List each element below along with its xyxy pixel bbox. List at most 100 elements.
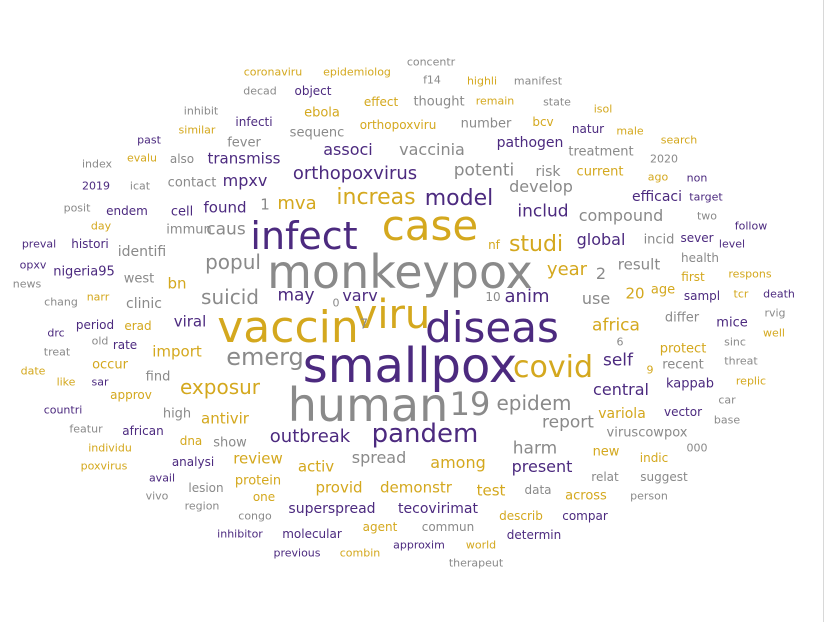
word-diseas: diseas [425,303,559,352]
word-caus: caus [206,219,246,240]
word-approv: approv [110,388,152,402]
word-lesion: lesion [188,481,224,495]
word-kappab: kappab [666,376,714,392]
word-studi: studi [508,232,564,257]
word-nf: nf [488,238,500,252]
word-2020: 2020 [650,152,678,166]
word-viruscowpox: viruscowpox [606,425,688,441]
word-sampl: sampl [683,289,721,303]
word-high: high [162,406,192,422]
word-ebola: ebola [304,105,340,121]
word-past: past [137,133,161,147]
word-data: data [524,483,552,497]
word-like: like [56,375,76,389]
word-west: west [123,271,155,287]
word-individu: individu [88,441,132,455]
word-non: non [686,171,708,185]
word-thought: thought [413,94,465,110]
word-news: news [12,277,42,291]
word-10: 10 [485,290,501,304]
word-africa: africa [592,315,640,336]
word-find: find [145,369,171,385]
word-search: search [660,133,698,147]
word-tcr: tcr [733,287,749,301]
word-result: result [617,255,661,274]
word-histori: histori [71,237,109,251]
word-activ: activ [297,457,335,476]
word-coronaviru: coronaviru [243,65,303,79]
word-protein: protein [234,473,282,489]
word-case: case [381,201,479,250]
word-superspread: superspread [288,501,376,517]
word-epidem: epidem [496,391,572,415]
word-combin: combin [339,546,381,560]
word-incid: incid [643,232,675,248]
word-differ: differ [664,310,700,326]
word-mice: mice [716,315,748,331]
word-model: model [424,186,494,211]
word-manifest: manifest [513,74,563,88]
word-relat: relat [591,470,619,484]
word-vaccin: vaccin [217,302,359,353]
word-bn: bn [167,274,187,293]
word-male: male [616,124,644,138]
word-occur: occur [92,357,128,373]
word-suggest: suggest [640,470,688,484]
word-contact: contact [167,175,217,191]
word-day: day [90,219,112,233]
word-endem: endem [106,204,148,218]
word-global: global [576,230,626,249]
word-use: use [581,289,611,308]
word-age: age [650,282,676,298]
word-found: found [203,198,247,217]
word-level: level [718,237,746,251]
word-monkeypox: monkeypox [267,245,533,299]
word-nigeria95: nigeria95 [53,264,115,280]
word-narr: narr [86,290,110,304]
word-two: two [696,209,718,223]
word-2: 2 [595,264,607,283]
word-concentr: concentr [406,55,456,69]
word-also: also [169,152,195,166]
word-orthopoxviru: orthopoxviru [359,118,437,132]
word-sinc: sinc [724,335,746,349]
word-pathogen: pathogen [496,135,564,151]
word-describ: describ [499,509,543,523]
word-natur: natur [571,122,605,136]
word-epidemiolog: epidemiolog [323,65,391,79]
word-commun: commun [421,520,475,534]
word-preval: preval [21,237,57,251]
word-2019: 2019 [82,179,110,193]
word-test: test [476,481,506,500]
word-6: 6 [616,335,624,349]
word-index: index [81,157,113,171]
word-present: present [511,457,573,476]
word-report: report [542,412,594,433]
word-congo: congo [238,509,272,523]
word-spread: spread [351,448,407,467]
word-show: show [213,435,247,451]
word-one: one [252,490,276,504]
word-inhibitor: inhibitor [217,527,263,541]
word-suicid: suicid [201,285,259,309]
word-rate: rate [112,338,138,352]
word-infect: infect [250,214,358,258]
word-potenti: potenti [453,160,515,181]
word-posit: posit [63,201,91,215]
word-000: 000 [686,441,708,455]
word-state: state [543,95,571,109]
word-transmiss: transmiss [207,149,281,168]
word-import: import [152,342,202,361]
word-19: 19 [449,385,491,423]
word-provid: provid [315,478,363,497]
word-orthopoxvirus: orthopoxvirus [292,163,418,184]
word-antivir: antivir [201,409,249,428]
word-target: target [689,190,723,204]
word-agent: agent [362,520,398,534]
word-sever: sever [680,231,714,245]
word-anim: anim [504,286,550,307]
word-vector: vector [663,405,703,419]
word-compound: compound [578,206,664,225]
word-countri: countri [43,403,83,417]
